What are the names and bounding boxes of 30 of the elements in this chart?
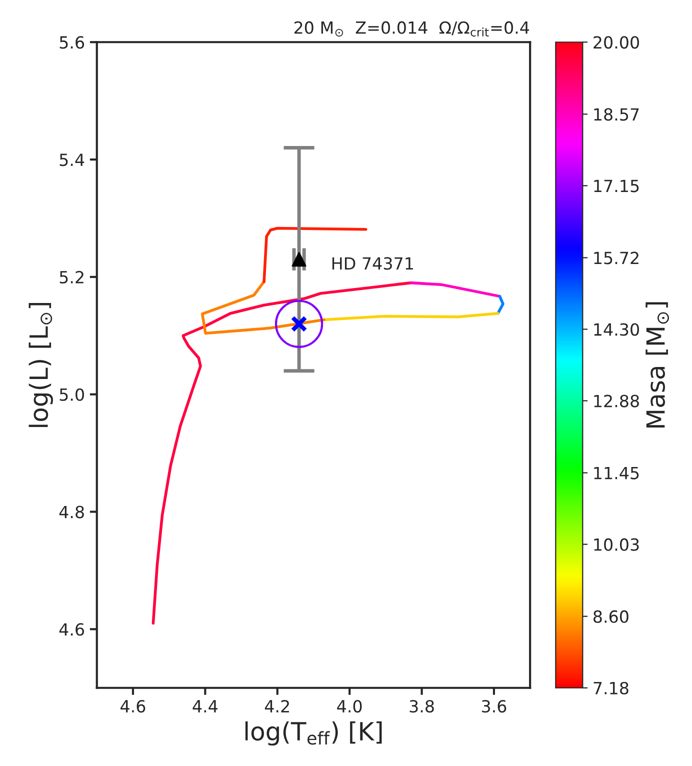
- x-axis-title: log(T$_{eff}$) [K]: [245, 721, 382, 746]
- line-series: [152, 281, 412, 625]
- line-series: [322, 312, 500, 322]
- color-bar-label: 8.60: [594, 610, 628, 623]
- y-tick-label: 4.6: [59, 623, 84, 636]
- x-tick-label: 3.8: [410, 700, 434, 713]
- color-bar-label: 11.45: [594, 466, 639, 480]
- annotation: HD 74371: [332, 257, 413, 270]
- y-tick-label: 5.0: [60, 388, 84, 401]
- y-tick-label: 5.4: [60, 154, 84, 166]
- y-axis-title: log(L) [L$_{⊙}$]: [28, 303, 53, 428]
- color-bar-title: Masa [M$_{⊙}$]: [646, 302, 669, 428]
- color-bar-label: 10.03: [594, 538, 639, 551]
- y-tick-label: 4.8: [59, 506, 84, 518]
- color-bar-label: 12.88: [594, 394, 639, 408]
- color-bar-label: 17.15: [594, 180, 639, 192]
- x-tick-label: 4.6: [120, 700, 146, 713]
- x-tick-label: 4.2: [264, 700, 289, 712]
- color-bar-label: 18.57: [594, 108, 639, 121]
- line-series: [200, 280, 326, 335]
- color-bar-label: 15.72: [594, 252, 638, 264]
- color-bar-label: 7.18: [594, 682, 628, 694]
- y-tick-label: 5.2: [60, 270, 84, 284]
- color-bar-label: 14.30: [594, 323, 639, 336]
- color-bar-label: 20.00: [594, 36, 639, 49]
- y-tick-label: 5.6: [60, 36, 84, 49]
- x-tick-label: 4.0: [337, 700, 362, 713]
- x-tick-label: 4.4: [192, 700, 218, 712]
- chart-title: 20 M$_{⊙}$ Z=0.014 Ω/Ω$_{crit}$=0.4: [294, 21, 530, 37]
- x-tick-label: 3.6: [482, 700, 506, 713]
